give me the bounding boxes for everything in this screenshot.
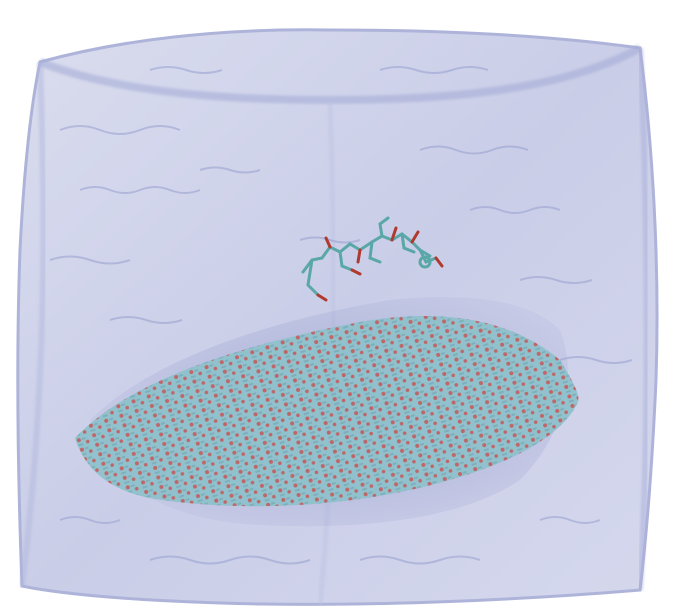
water-box-right-edge bbox=[637, 47, 650, 591]
crystal-slab bbox=[75, 316, 579, 507]
crystal-slab-overlay bbox=[75, 316, 579, 507]
water-ripples bbox=[49, 66, 633, 565]
crystal-slab-surface bbox=[75, 316, 579, 507]
ligand-molecule bbox=[301, 216, 444, 302]
water-box-front-edge bbox=[19, 61, 47, 587]
